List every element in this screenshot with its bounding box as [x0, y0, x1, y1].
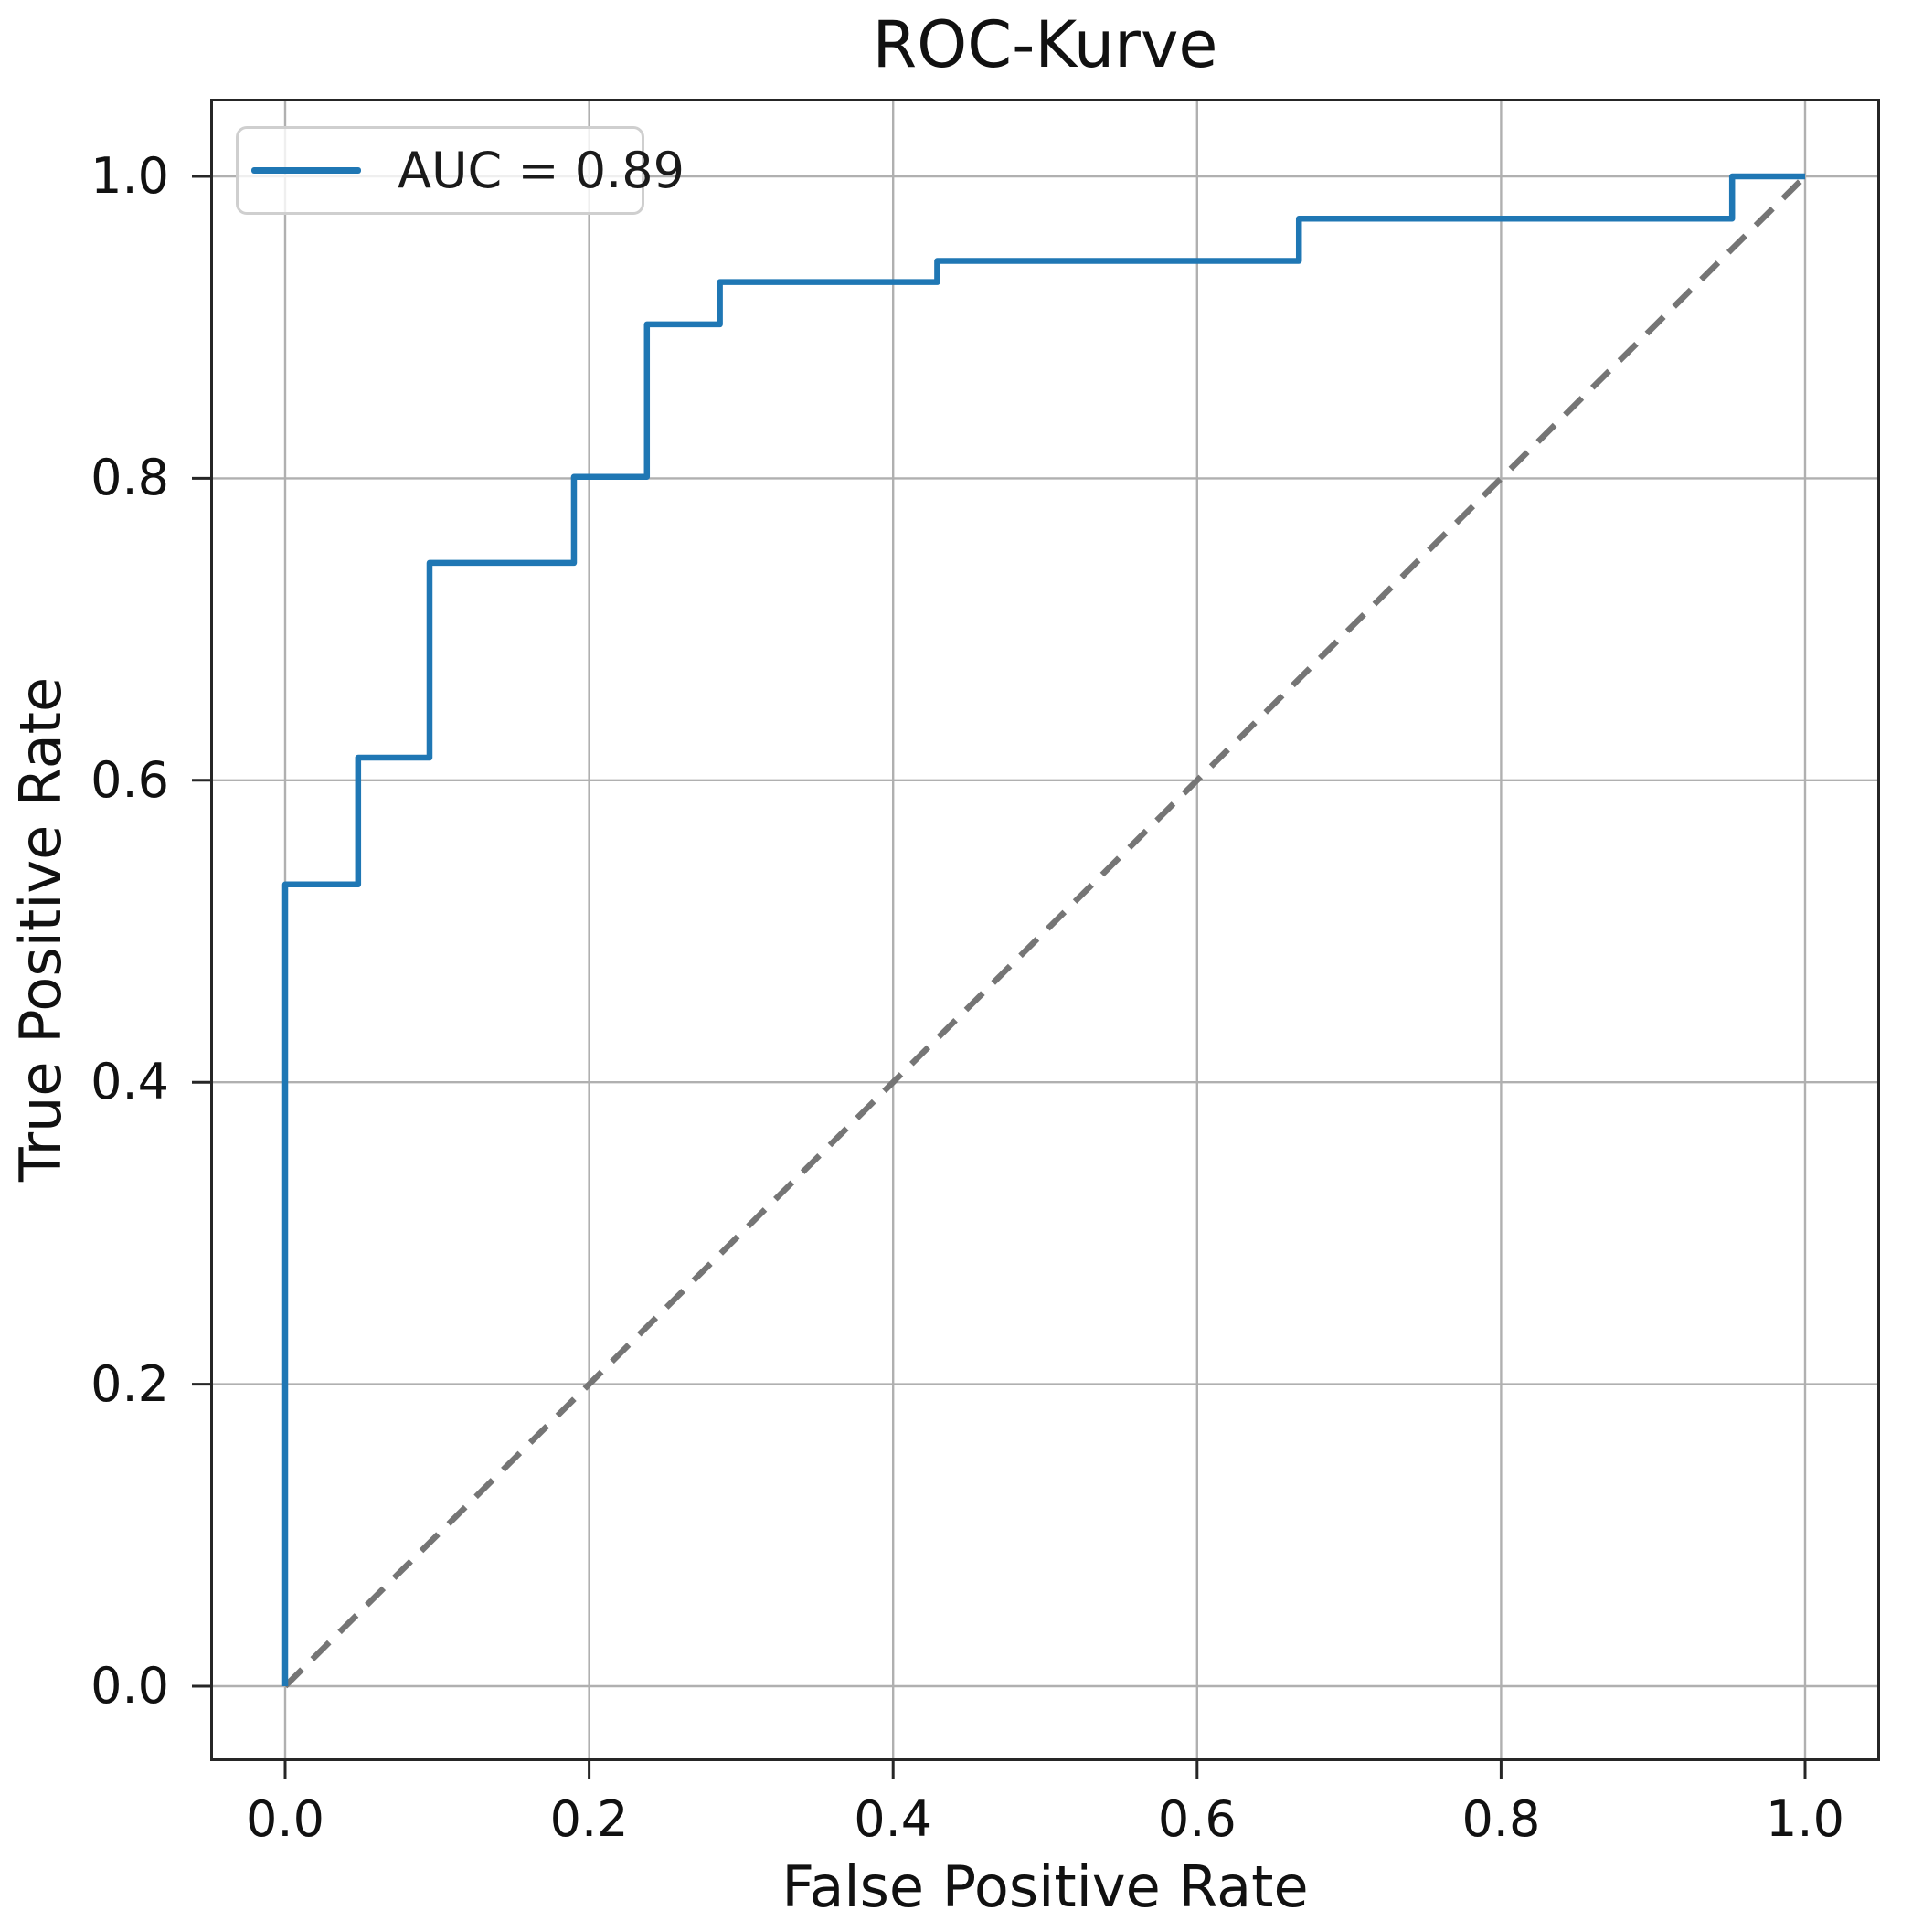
axes-frame: [210, 99, 1880, 1761]
x-tick-label: 0.8: [1461, 1790, 1541, 1848]
plot-area: [192, 99, 1880, 1779]
y-tick-label: 0.8: [90, 449, 169, 507]
chart-title: ROC-Kurve: [872, 7, 1218, 82]
x-tick-label: 0.6: [1157, 1790, 1237, 1848]
x-tick-label: 0.2: [549, 1790, 629, 1848]
y-tick-label: 0.4: [90, 1053, 169, 1111]
y-tick-label: 1.0: [90, 147, 169, 205]
roc-curve-line: [281, 173, 1805, 1686]
legend-line-sample: [251, 167, 361, 174]
x-tick-label: 0.0: [246, 1790, 324, 1848]
y-tick-label: 0.0: [90, 1657, 169, 1714]
chance-diagonal-line: [282, 174, 1808, 1689]
legend: AUC = 0.89: [236, 126, 685, 215]
x-axis-label: False Positive Rate: [781, 1853, 1309, 1920]
y-tick-label: 0.2: [90, 1354, 169, 1413]
legend-label: AUC = 0.89: [398, 142, 685, 199]
x-tick-label: 1.0: [1766, 1790, 1844, 1848]
x-tick-label: 0.4: [854, 1790, 933, 1848]
y-tick-label: 0.6: [90, 750, 169, 809]
